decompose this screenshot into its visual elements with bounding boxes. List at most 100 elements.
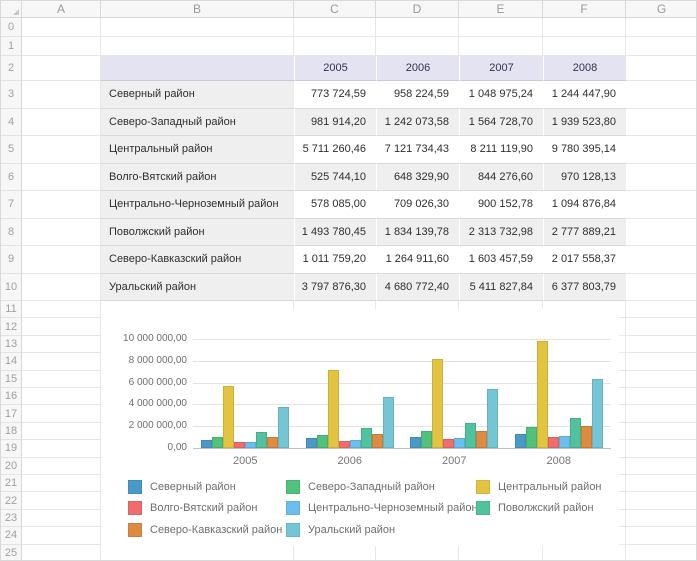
cell-G7[interactable] xyxy=(626,191,696,219)
value-cell[interactable]: 1 834 139,78 xyxy=(376,218,459,246)
cell-A15[interactable] xyxy=(22,370,101,388)
value-cell[interactable]: 2 017 558,37 xyxy=(543,246,626,274)
cell-D25[interactable] xyxy=(376,544,459,560)
row-header-4[interactable]: 4 xyxy=(1,108,22,136)
cell-B0[interactable] xyxy=(101,18,294,37)
embedded-bar-chart[interactable]: 10 000 000,00 8 000 000,00 6 000 000,00 4 0… xyxy=(101,309,619,546)
cell-A7[interactable] xyxy=(22,191,101,219)
cell-G2[interactable] xyxy=(626,56,696,81)
cell-A0[interactable] xyxy=(22,18,101,37)
region-label-cell[interactable]: Поволжский район xyxy=(101,218,294,246)
cell-A11[interactable] xyxy=(22,301,101,319)
region-label-cell[interactable]: Волго-Вятский район xyxy=(101,163,294,191)
cell-C25[interactable] xyxy=(294,544,376,560)
value-cell[interactable]: 900 152,78 xyxy=(459,191,543,219)
row-header-20[interactable]: 20 xyxy=(1,457,22,475)
value-cell[interactable]: 1 264 911,60 xyxy=(376,246,459,274)
cell-A5[interactable] xyxy=(22,136,101,164)
column-header-A[interactable]: A xyxy=(22,1,101,18)
region-label-cell[interactable]: Центральный район xyxy=(101,136,294,164)
year-header-cell[interactable]: 2006 xyxy=(376,56,459,81)
cell-G21[interactable] xyxy=(626,475,696,493)
row-header-12[interactable]: 12 xyxy=(1,318,22,336)
column-header-B[interactable]: B xyxy=(101,1,294,18)
select-all-corner[interactable] xyxy=(1,1,22,18)
value-cell[interactable]: 1 939 523,80 xyxy=(543,108,626,136)
row-header-21[interactable]: 21 xyxy=(1,475,22,493)
cell-E25[interactable] xyxy=(459,544,543,560)
cell-G9[interactable] xyxy=(626,246,696,274)
year-header-cell[interactable]: 2007 xyxy=(459,56,543,81)
cell-A3[interactable] xyxy=(22,81,101,109)
table-header-empty-cell[interactable] xyxy=(101,56,294,81)
row-header-13[interactable]: 13 xyxy=(1,335,22,354)
value-cell[interactable]: 7 121 734,43 xyxy=(376,136,459,164)
cell-G22[interactable] xyxy=(626,492,696,510)
cell-G20[interactable] xyxy=(626,457,696,475)
value-cell[interactable]: 981 914,20 xyxy=(294,108,376,136)
cell-A14[interactable] xyxy=(22,353,101,371)
value-cell[interactable]: 648 329,90 xyxy=(376,163,459,191)
row-header-18[interactable]: 18 xyxy=(1,422,22,441)
cell-A21[interactable] xyxy=(22,475,101,493)
cell-G14[interactable] xyxy=(626,353,696,371)
value-cell[interactable]: 2 313 732,98 xyxy=(459,218,543,246)
value-cell[interactable]: 5 411 827,84 xyxy=(459,273,543,301)
cell-G10[interactable] xyxy=(626,273,696,301)
value-cell[interactable]: 6 377 803,79 xyxy=(543,273,626,301)
value-cell[interactable]: 1 493 780,45 xyxy=(294,218,376,246)
cell-B25[interactable] xyxy=(101,544,294,560)
value-cell[interactable]: 1 564 728,70 xyxy=(459,108,543,136)
cell-G18[interactable] xyxy=(626,422,696,441)
row-header-9[interactable]: 9 xyxy=(1,246,22,274)
cell-A25[interactable] xyxy=(22,544,101,560)
value-cell[interactable]: 3 797 876,30 xyxy=(294,273,376,301)
row-header-24[interactable]: 24 xyxy=(1,527,22,545)
row-header-25[interactable]: 25 xyxy=(1,544,22,560)
cell-A20[interactable] xyxy=(22,457,101,475)
value-cell[interactable]: 1 094 876,84 xyxy=(543,191,626,219)
column-header-C[interactable]: C xyxy=(294,1,376,18)
cell-A16[interactable] xyxy=(22,388,101,406)
cell-G12[interactable] xyxy=(626,318,696,336)
cell-F0[interactable] xyxy=(543,18,626,37)
cell-G4[interactable] xyxy=(626,108,696,136)
cell-A19[interactable] xyxy=(22,440,101,458)
cell-A8[interactable] xyxy=(22,218,101,246)
cell-G0[interactable] xyxy=(626,18,696,37)
column-header-F[interactable]: F xyxy=(543,1,626,18)
row-header-5[interactable]: 5 xyxy=(1,136,22,164)
value-cell[interactable]: 1 244 447,90 xyxy=(543,81,626,109)
value-cell[interactable]: 1 603 457,59 xyxy=(459,246,543,274)
row-header-19[interactable]: 19 xyxy=(1,440,22,458)
cell-A17[interactable] xyxy=(22,405,101,423)
value-cell[interactable]: 2 777 889,21 xyxy=(543,218,626,246)
value-cell[interactable]: 773 724,59 xyxy=(294,81,376,109)
region-label-cell[interactable]: Северо-Кавказский район xyxy=(101,246,294,274)
cell-G17[interactable] xyxy=(626,405,696,423)
column-header-G[interactable]: G xyxy=(626,1,696,18)
cell-A24[interactable] xyxy=(22,527,101,545)
cell-F25[interactable] xyxy=(543,544,626,560)
value-cell[interactable]: 1 242 073,58 xyxy=(376,108,459,136)
cell-G19[interactable] xyxy=(626,440,696,458)
cell-G23[interactable] xyxy=(626,509,696,528)
cell-D1[interactable] xyxy=(376,37,459,56)
value-cell[interactable]: 958 224,59 xyxy=(376,81,459,109)
value-cell[interactable]: 5 711 260,46 xyxy=(294,136,376,164)
cell-C1[interactable] xyxy=(294,37,376,56)
value-cell[interactable]: 9 780 395,14 xyxy=(543,136,626,164)
year-header-cell[interactable]: 2008 xyxy=(543,56,626,81)
cell-G11[interactable] xyxy=(626,301,696,319)
cell-A12[interactable] xyxy=(22,318,101,336)
row-header-16[interactable]: 16 xyxy=(1,388,22,406)
value-cell[interactable]: 8 211 119,90 xyxy=(459,136,543,164)
cell-G8[interactable] xyxy=(626,218,696,246)
cell-G3[interactable] xyxy=(626,81,696,109)
cell-A6[interactable] xyxy=(22,163,101,191)
row-header-14[interactable]: 14 xyxy=(1,353,22,371)
region-label-cell[interactable]: Северо-Западный район xyxy=(101,108,294,136)
value-cell[interactable]: 709 026,30 xyxy=(376,191,459,219)
row-header-0[interactable]: 0 xyxy=(1,18,22,37)
cell-A1[interactable] xyxy=(22,37,101,56)
